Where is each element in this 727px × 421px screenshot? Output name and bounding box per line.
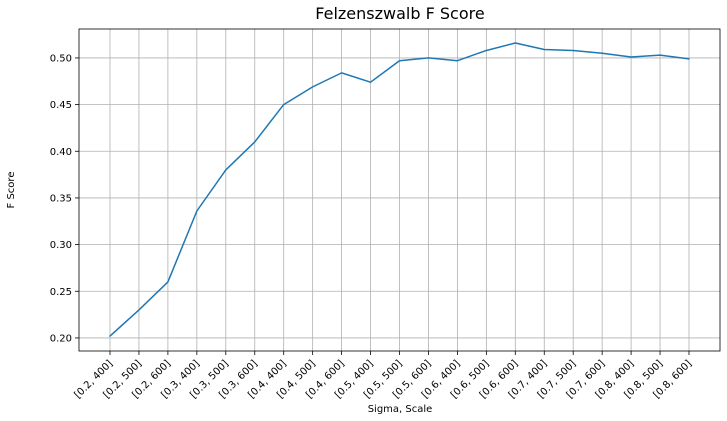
y-tick-label: 0.20 [50,333,72,344]
chart-title: Felzenszwalb F Score [315,4,484,23]
x-axis-label: Sigma, Scale [368,404,433,415]
plot-area-frame [78,28,721,352]
y-tick-label: 0.35 [50,193,72,204]
y-tick: 0.50 [50,53,79,64]
y-tick-label: 0.40 [50,147,72,158]
y-axis-ticks: 0.20 0.25 0.30 0.35 0.40 0.45 0.50 [50,53,79,344]
y-tick: 0.40 [50,147,79,158]
y-axis-label: F Score [6,172,17,209]
grid-lines [79,29,720,351]
x-axis-ticks: [0.2, 400][0.2, 500][0.2, 600][0.3, 400]… [73,351,694,401]
y-tick: 0.30 [50,240,79,251]
y-tick: 0.45 [50,100,79,111]
x-tick: [0.8, 600] [652,351,694,401]
y-tick-label: 0.45 [50,100,72,111]
y-tick-label: 0.30 [50,240,72,251]
y-tick-label: 0.50 [50,53,72,64]
y-tick: 0.35 [50,193,79,204]
y-tick: 0.20 [50,333,79,344]
y-tick-label: 0.25 [50,287,72,298]
y-tick: 0.25 [50,287,79,298]
series-line [109,42,690,337]
